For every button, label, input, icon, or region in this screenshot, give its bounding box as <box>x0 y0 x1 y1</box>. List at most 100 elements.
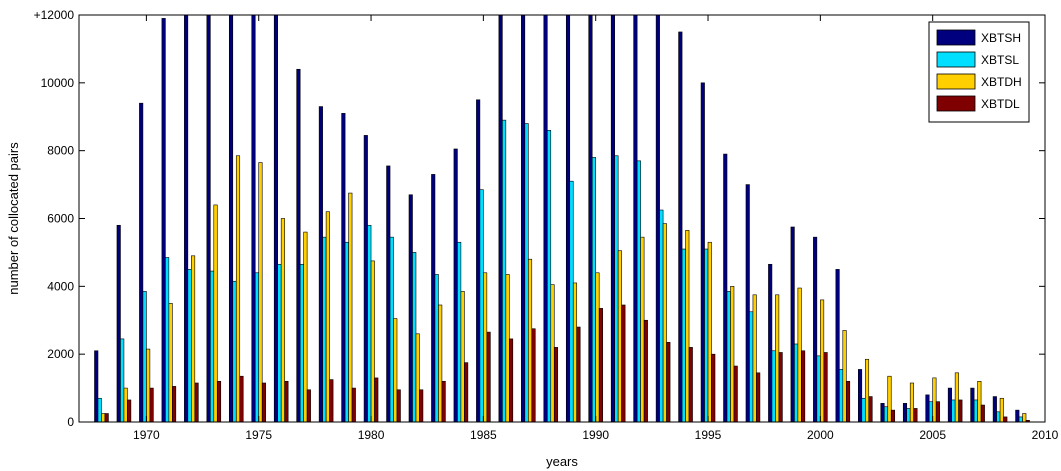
bar-xbtsl-1991 <box>614 155 619 423</box>
bar-xbtsh-1995 <box>700 82 705 423</box>
bar-xbtdl-1992 <box>643 319 648 423</box>
bar-xbtdl-2005 <box>935 401 940 423</box>
bar-xbtsl-2007 <box>973 399 978 423</box>
bar-xbtdh-2006 <box>954 372 959 423</box>
bar-xbtsl-1998 <box>771 350 776 423</box>
bar-xbtdh-1982 <box>415 333 420 423</box>
bar-xbtsl-2005 <box>928 401 933 423</box>
bar-xbtdl-1996 <box>733 365 738 423</box>
x-tick-label: 2010 <box>1032 428 1059 442</box>
bar-xbtsh-1974 <box>228 14 234 423</box>
y-tick-label: 8000 <box>47 144 74 158</box>
x-tick-label: 2000 <box>807 428 834 442</box>
bar-xbtdl-1976 <box>284 380 289 423</box>
legend-swatch-xbtdh <box>936 73 976 90</box>
bar-xbtsh-1992 <box>633 14 638 423</box>
bar-xbtdh-1988 <box>550 284 555 423</box>
y-axis: 0 2000 4000 6000 8000 10000 +12000 <box>34 8 1045 429</box>
bar-xbtdh-1977 <box>303 231 308 423</box>
bar-xbtdl-2003 <box>890 409 896 423</box>
bar-xbtdl-1971 <box>172 386 177 423</box>
y-tick-label: 6000 <box>47 212 74 226</box>
bar-xbtsh-1971 <box>161 18 166 423</box>
bar-xbtsh-2009 <box>1015 409 1020 423</box>
bar-xbtdh-1981 <box>393 318 398 423</box>
bar-xbtdl-1981 <box>396 389 401 423</box>
x-tick-label: 1985 <box>470 428 497 442</box>
x-tick-label: 1995 <box>695 428 722 442</box>
bar-xbtdh-1996 <box>730 286 735 423</box>
legend-label-xbtsh: XBTSH <box>981 31 1021 45</box>
x-tick-label: 1970 <box>133 428 160 442</box>
legend-label-xbtdh: XBTDH <box>981 75 1022 89</box>
bar-xbtsh-1991 <box>610 14 615 423</box>
bar-xbtdl-1986 <box>509 338 514 423</box>
bar-xbtsl-1969 <box>120 338 125 423</box>
bar-xbtsl-1976 <box>277 263 282 423</box>
x-axis-label: years <box>546 454 578 469</box>
bar-xbtdh-1976 <box>280 218 285 423</box>
bar-xbtsl-1984 <box>457 241 462 423</box>
bar-xbtdl-1977 <box>306 389 311 423</box>
bar-xbtsh-1982 <box>408 194 413 423</box>
bar-xbtsl-2004 <box>906 408 911 423</box>
bar-xbtsh-1980 <box>363 135 368 423</box>
x-tick-label: 1975 <box>245 428 272 442</box>
bar-xbtsh-1973 <box>206 14 211 423</box>
bar-xbtsl-1989 <box>569 180 574 423</box>
plot-frame <box>78 14 1046 423</box>
legend: XBTSH XBTSL XBTDH XBTDL <box>928 21 1030 123</box>
bar-xbtsl-2001 <box>839 369 844 423</box>
bar-xbtdl-1998 <box>778 352 783 423</box>
bar-xbtdh-2003 <box>887 375 892 423</box>
bar-xbtsl-1993 <box>659 209 664 423</box>
bar-xbtdl-2004 <box>913 408 918 423</box>
bar-xbtdh-1985 <box>483 272 488 423</box>
bar-xbtsl-1978 <box>322 236 327 423</box>
bar-xbtdh-1968 <box>101 413 106 423</box>
bar-xbtdl-1987 <box>531 328 536 423</box>
bar-xbtdl-1982 <box>419 389 424 423</box>
bar-xbtsh-2005 <box>925 394 930 423</box>
bar-xbtsl-2002 <box>861 397 866 423</box>
bar-xbtsh-1984 <box>453 148 458 423</box>
bar-xbtdl-1979 <box>351 387 356 423</box>
bar-xbtsl-2003 <box>883 406 889 423</box>
bar-xbtdh-1972 <box>191 255 196 423</box>
bar-xbtsh-2007 <box>970 387 975 423</box>
bar-xbtsl-1994 <box>681 248 686 423</box>
bar-xbtsh-1969 <box>116 224 121 423</box>
x-tick-label: 2005 <box>919 428 946 442</box>
x-axis: 1970 1975 1980 1985 1990 1995 2000 2005 2010 <box>133 15 1059 442</box>
bar-xbtdh-1980 <box>370 260 375 423</box>
bar-xbtsh-2004 <box>902 403 908 423</box>
bar-xbtsl-1972 <box>187 269 192 423</box>
bar-xbtdl-2002 <box>868 396 873 423</box>
bar-xbtsh-1978 <box>318 106 323 423</box>
bar-xbtsl-1979 <box>344 241 349 423</box>
bar-xbtsl-1983 <box>434 274 439 423</box>
bar-xbtsh-2008 <box>992 396 997 423</box>
bar-xbtdl-1991 <box>621 304 626 423</box>
bar-xbtdh-1991 <box>617 250 622 423</box>
bar-xbtdh-1984 <box>460 291 465 423</box>
bar-xbtdh-1975 <box>258 162 263 423</box>
x-tick-label: 1990 <box>582 428 609 442</box>
bar-xbtsh-2006 <box>947 387 952 423</box>
bar-xbtdh-1974 <box>235 155 241 423</box>
bar-xbtdl-1980 <box>374 377 379 423</box>
bar-xbtsl-1992 <box>636 160 641 423</box>
bar-xbtdh-1998 <box>775 294 780 423</box>
bar-xbtdh-1989 <box>572 282 578 423</box>
bar-xbtdl-1999 <box>801 350 806 423</box>
bar-xbtdl-1994 <box>688 347 693 423</box>
bar-xbtdh-2001 <box>842 330 847 423</box>
bar-xbtsl-1977 <box>299 263 304 423</box>
bar-xbtdh-1979 <box>348 192 353 423</box>
bar-xbtdl-1990 <box>598 308 603 423</box>
bar-xbtdl-1984 <box>464 362 469 423</box>
bar-xbtdl-1993 <box>666 341 671 423</box>
bar-xbtsl-1974 <box>232 280 237 423</box>
bar-xbtdl-1974 <box>239 375 244 423</box>
